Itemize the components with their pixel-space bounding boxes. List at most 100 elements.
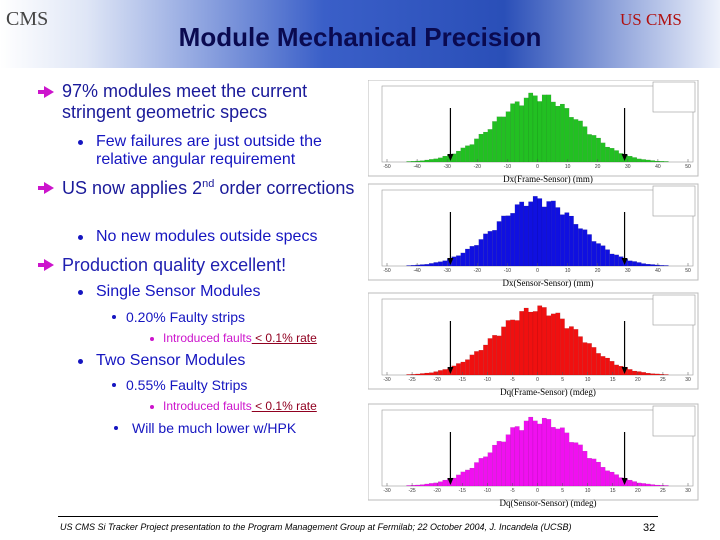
- histogram-bar: [465, 145, 470, 163]
- x-tick-label: -50: [383, 268, 390, 274]
- histogram-bar: [578, 228, 583, 267]
- histogram-bar: [496, 335, 502, 376]
- histogram-bar: [605, 357, 610, 376]
- x-tick-label: -40: [413, 268, 420, 274]
- histogram-caption: Dx(Sensor-Sensor) (mm): [502, 278, 593, 288]
- histogram-bar: [474, 351, 479, 376]
- histogram-bar: [505, 434, 511, 487]
- x-tick-label: 25: [660, 488, 666, 494]
- bullet-text: 0.55% Faulty Strips: [126, 377, 248, 393]
- histogram-bar: [663, 485, 669, 487]
- histogram-bar: [528, 201, 534, 267]
- limit-arrowhead: [447, 154, 454, 161]
- histogram-bar: [650, 484, 656, 487]
- histogram-bar: [492, 444, 497, 487]
- histogram-bar: [627, 369, 633, 376]
- histogram-bar: [492, 121, 497, 163]
- x-tick-label: -10: [504, 164, 511, 170]
- histogram-bar: [587, 343, 592, 376]
- histogram-bar: [555, 312, 561, 376]
- histogram-bar: [410, 374, 416, 376]
- histogram-bar: [596, 461, 601, 487]
- histogram-bar: [442, 369, 448, 376]
- bullet-text: Two Sensor Modules: [96, 352, 246, 369]
- bullet: No new modules outside specs: [96, 228, 366, 246]
- x-tick-label: -25: [408, 488, 415, 494]
- histogram-bar: [636, 158, 642, 163]
- histogram-bar: [532, 95, 538, 163]
- histogram-bar: [514, 101, 520, 163]
- histogram-bar: [564, 432, 570, 487]
- x-tick-label: 10: [565, 268, 571, 274]
- histogram-bar: [419, 373, 425, 376]
- histogram-bar: [632, 481, 637, 487]
- histogram-bar: [596, 243, 601, 267]
- histogram-bar: [573, 224, 579, 267]
- histogram-bar: [438, 261, 443, 267]
- histogram-bar: [415, 373, 421, 376]
- histogram-bar: [663, 374, 669, 376]
- histogram-bar: [591, 347, 597, 376]
- bullet-text: Introduced faults: [163, 331, 252, 345]
- bullet-marker: [38, 86, 54, 98]
- histogram-bar: [410, 161, 416, 163]
- histogram-bar: [478, 458, 484, 487]
- histogram-bar: [501, 326, 506, 376]
- bullet: 97% modules meet the current stringent g…: [62, 81, 362, 122]
- histogram-bar: [410, 265, 416, 267]
- bullet-text: order corrections: [214, 178, 355, 198]
- histogram-bar: [424, 264, 430, 267]
- histogram-bar: [609, 253, 615, 267]
- histogram-bar: [487, 129, 493, 163]
- histogram-bar: [609, 148, 615, 163]
- bullet-text: 0.20% Faulty strips: [126, 309, 246, 325]
- histogram-bar: [641, 372, 646, 376]
- bullet-marker: [78, 140, 83, 145]
- histogram-bar: [469, 354, 475, 376]
- histogram-bar: [433, 158, 439, 163]
- footer-text: US CMS Si Tracker Project presentation t…: [60, 522, 572, 532]
- histogram-bar: [591, 458, 597, 487]
- histogram-bar: [474, 138, 479, 163]
- bullet-marker: [38, 182, 54, 194]
- histogram-bar: [555, 207, 561, 267]
- x-tick-label: -30: [383, 488, 390, 494]
- histogram-bar: [609, 471, 615, 487]
- histogram-bar: [532, 196, 538, 267]
- histogram-bar: [528, 311, 534, 376]
- histogram-bar: [428, 159, 434, 163]
- histogram-bar: [578, 444, 583, 487]
- histogram-bar: [659, 161, 665, 163]
- bullet-marker: [150, 405, 154, 409]
- bullet-text: < 0.1% rate: [251, 399, 317, 413]
- x-tick-label: -5: [510, 377, 515, 383]
- bullet-text: Few failures are just outside the relati…: [96, 133, 322, 169]
- histogram-bar: [501, 441, 506, 487]
- histogram-bar: [546, 419, 552, 487]
- histogram-bar: [460, 147, 466, 163]
- histogram-bar: [564, 108, 570, 163]
- histogram-bar: [433, 482, 439, 487]
- histogram-bar: [600, 245, 606, 267]
- limit-arrowhead: [621, 478, 628, 485]
- histogram-bar: [478, 350, 484, 376]
- bullet: Few failures are just outside the relati…: [96, 133, 366, 170]
- stats-box: [652, 405, 696, 437]
- histogram-bar: [474, 462, 479, 487]
- histogram-bar: [641, 483, 646, 487]
- bullet-marker: [78, 290, 83, 295]
- histogram-bar: [428, 372, 434, 376]
- x-tick-label: 10: [585, 488, 591, 494]
- bullet: Introduced faults < 0.1% rate: [163, 399, 317, 414]
- histogram-bar: [645, 372, 651, 376]
- bullet-text: Single Sensor Modules: [96, 283, 261, 300]
- x-tick-label: -20: [434, 377, 441, 383]
- limit-arrowhead: [621, 154, 628, 161]
- bullet: Will be much lower w/HPK: [132, 420, 296, 436]
- histogram-bar: [514, 426, 520, 487]
- histogram-bar: [614, 474, 619, 487]
- histogram-bar: [582, 229, 588, 267]
- histogram-bar: [514, 320, 520, 376]
- x-tick-label: 5: [561, 377, 564, 383]
